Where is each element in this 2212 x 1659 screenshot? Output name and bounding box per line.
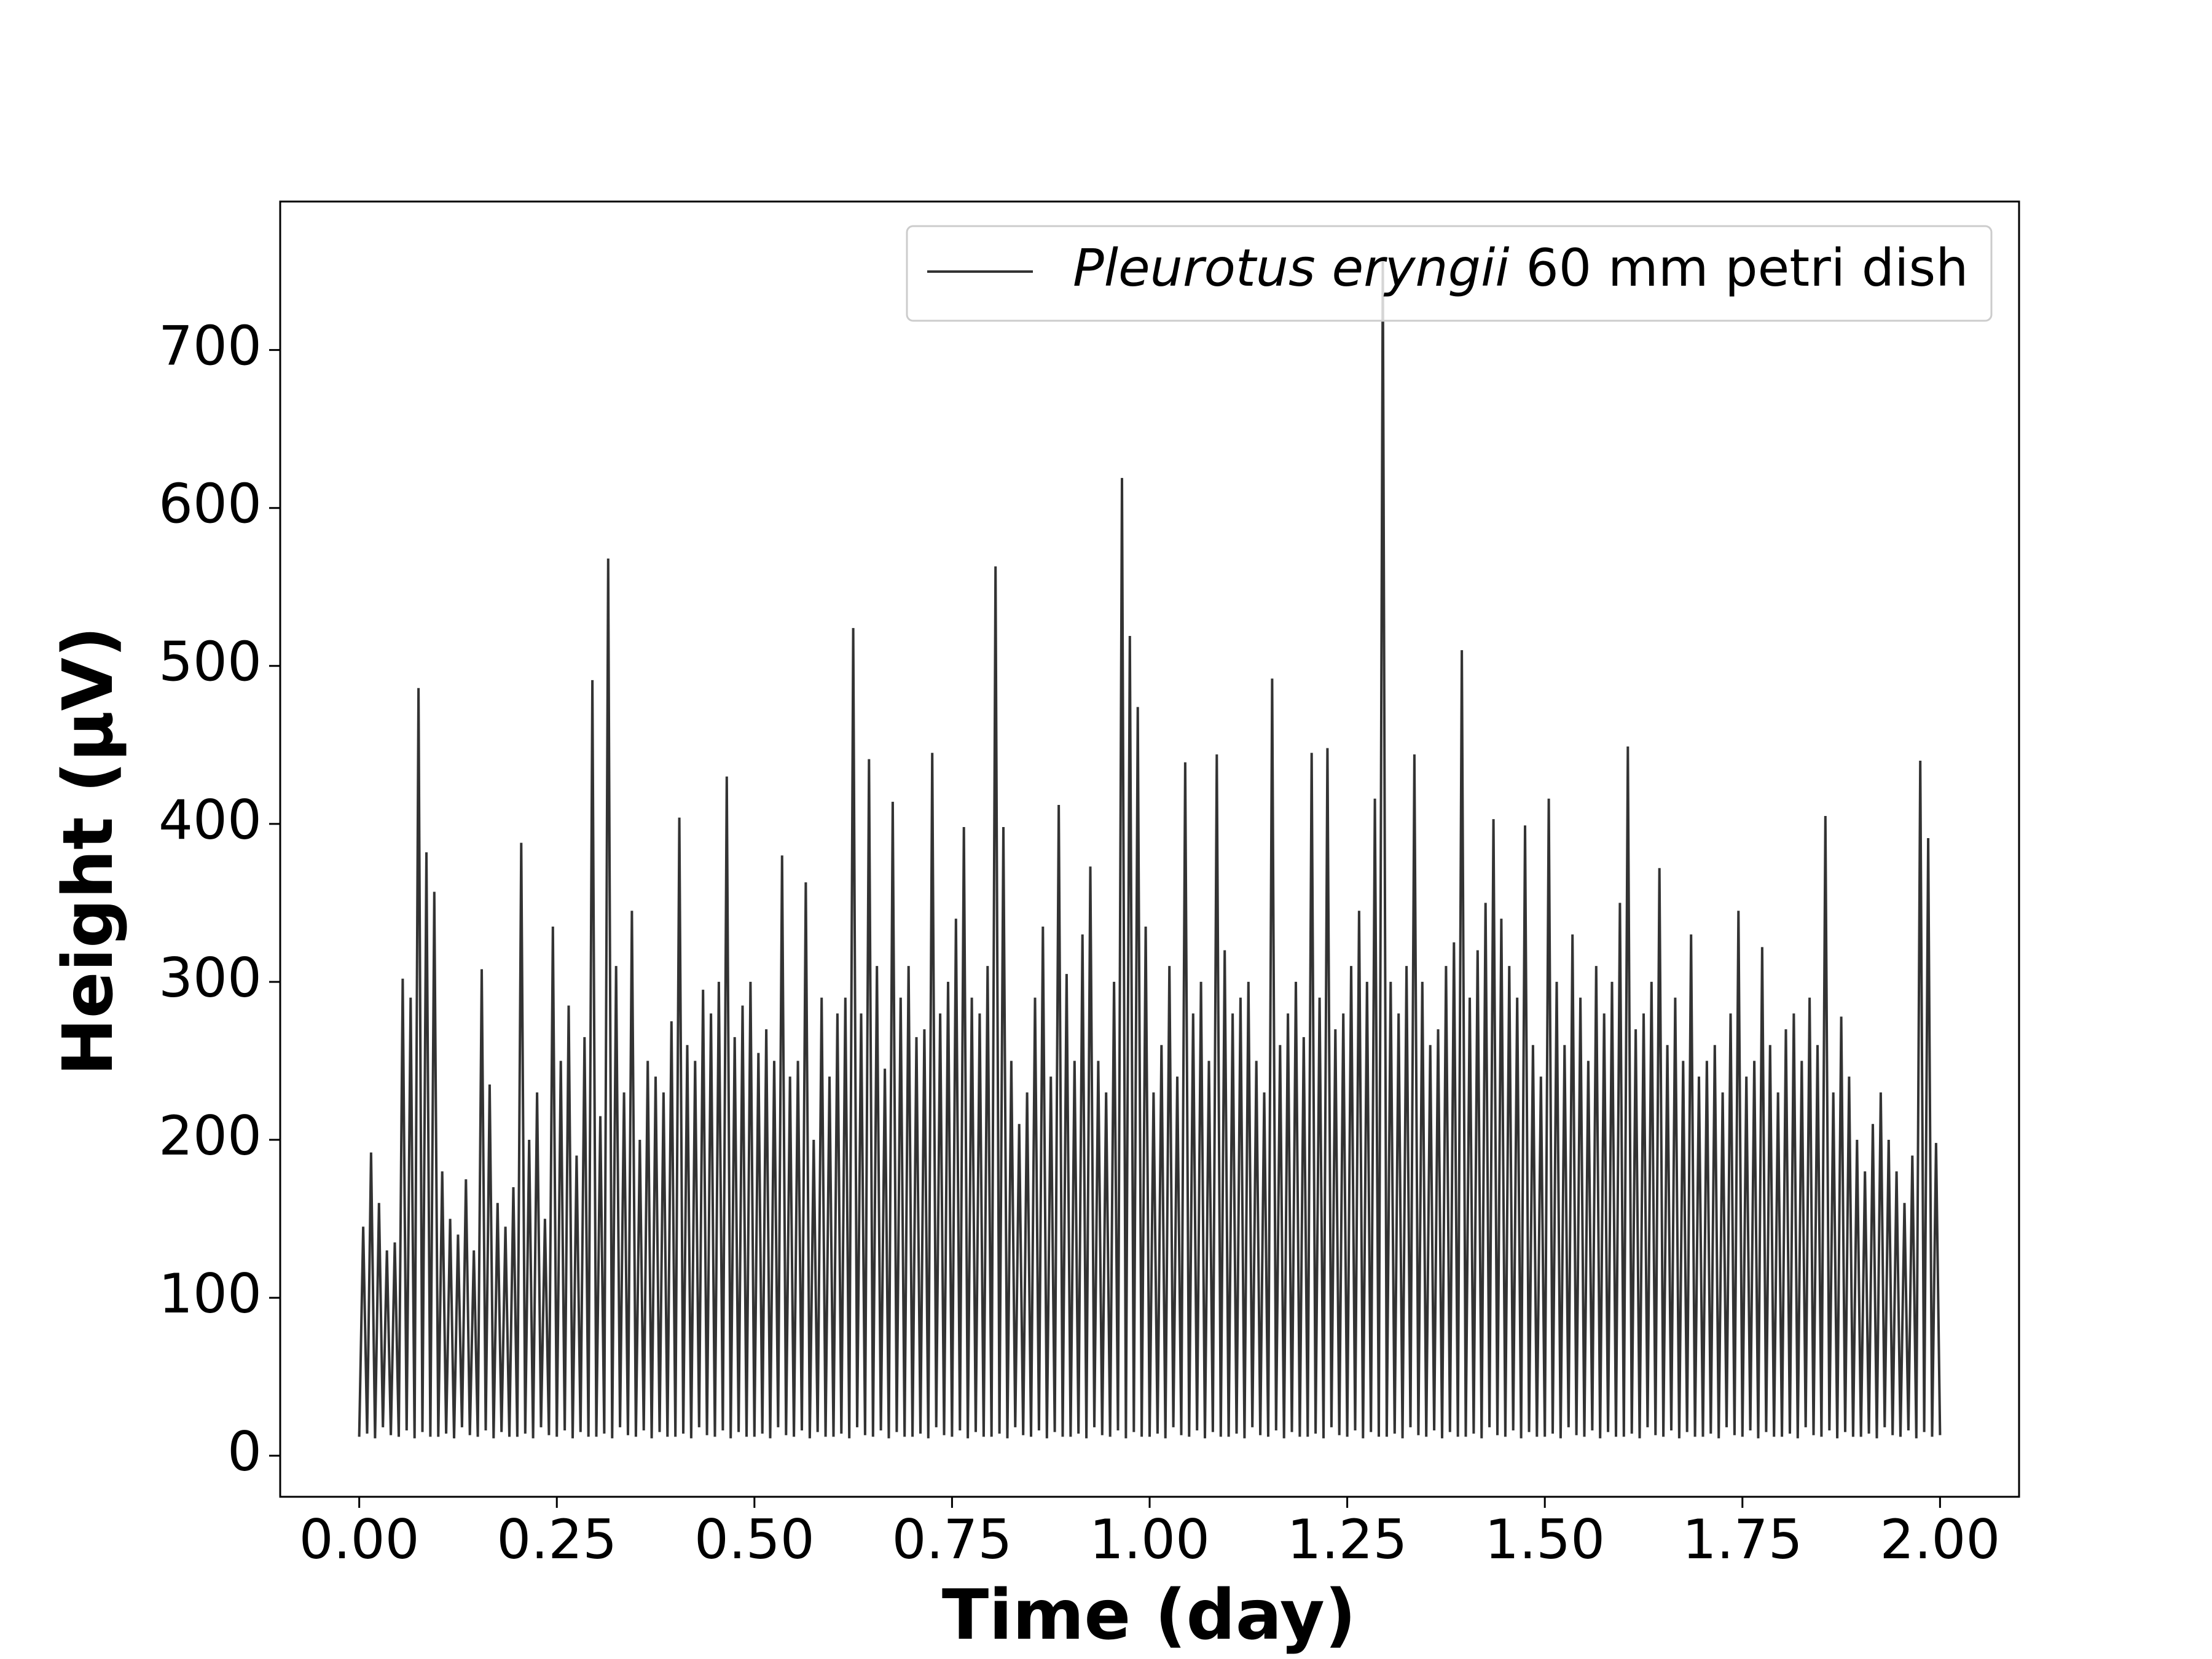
legend-frame [906,225,1993,322]
y-tick-label: 500 [159,630,262,694]
y-axis-label: Height (μV) [49,626,128,1076]
legend: Pleurotus eryngii 60 mm petri dish [906,225,1993,322]
y-tick-label: 400 [159,788,262,852]
y-tick-label: 600 [159,473,262,536]
x-tick-label: 0.75 [892,1508,1012,1571]
x-tick-label: 1.00 [1089,1508,1210,1571]
y-tick-label: 100 [159,1262,262,1325]
legend-label: Pleurotus eryngii 60 mm petri dish [1073,238,1968,298]
y-tick-label: 200 [159,1104,262,1167]
x-tick-label: 0.00 [299,1508,420,1571]
x-tick-label: 0.25 [496,1508,617,1571]
y-tick-label: 700 [159,315,262,378]
x-tick-label: 1.75 [1682,1508,1803,1571]
y-tick-label: 300 [159,946,262,1010]
plot-area [358,261,1942,1438]
x-tick-label: 1.25 [1287,1508,1408,1571]
x-axis-label: Time (day) [942,1575,1356,1655]
data-line [358,261,1942,1438]
x-tick-label: 1.50 [1484,1508,1605,1571]
x-tick-label: 2.00 [1880,1508,2000,1571]
x-tick-label: 0.50 [694,1508,815,1571]
y-tick-label: 0 [227,1420,262,1483]
